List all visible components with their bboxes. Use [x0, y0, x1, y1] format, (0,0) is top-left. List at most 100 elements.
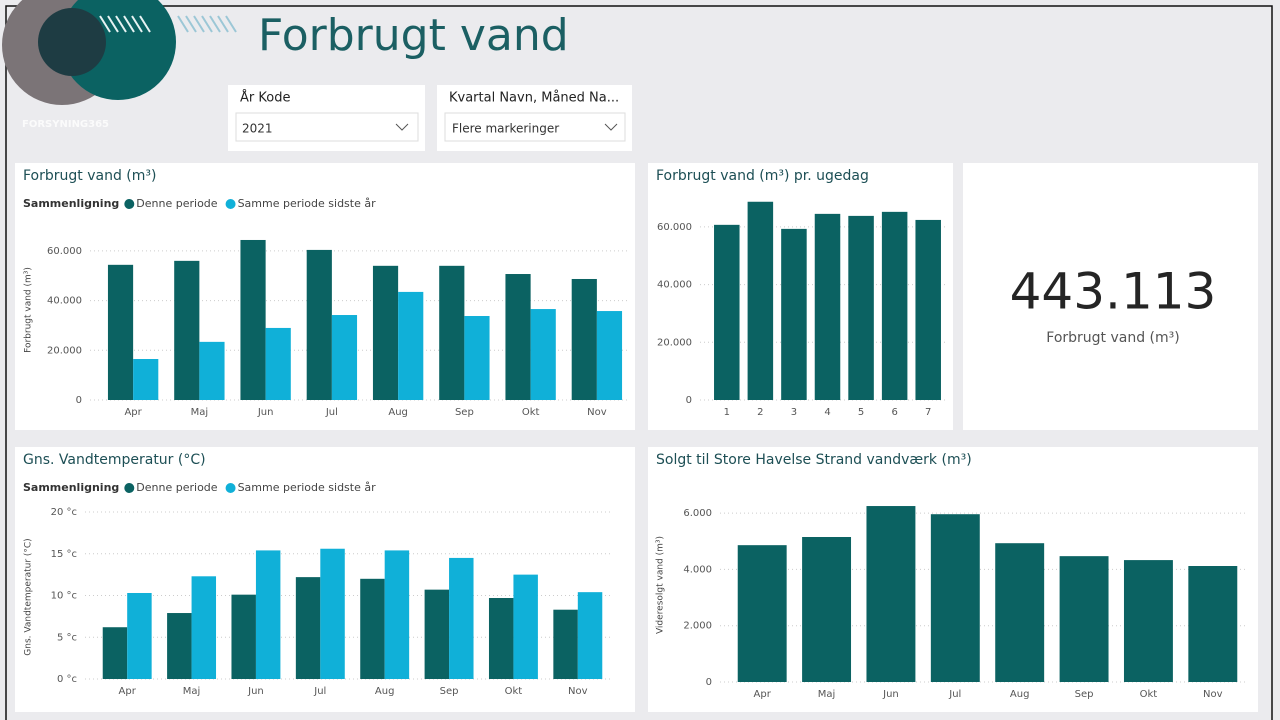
x-tick-label: Jul: [948, 689, 961, 700]
y-tick-label: 40.000: [47, 296, 82, 307]
x-tick-label: Jul: [313, 686, 326, 697]
bar: [747, 201, 774, 400]
legend-swatch: [124, 483, 135, 493]
bar: [133, 359, 159, 400]
y-axis-label: Forbrugt vand (m³): [24, 267, 34, 353]
y-axis-label: Gns. Vandtemperatur (°C): [24, 538, 34, 655]
bar: [231, 594, 256, 679]
bar: [107, 264, 134, 400]
bar: [505, 274, 531, 400]
y-tick-label: 0: [706, 677, 712, 688]
slicer[interactable]: År Kode 2021: [228, 85, 425, 151]
y-tick-label: 4.000: [683, 564, 712, 575]
legend-label: Samme periode sidste år: [238, 481, 377, 494]
bar: [513, 574, 538, 679]
bar: [781, 228, 807, 400]
y-tick-label: 0: [686, 395, 692, 406]
bar: [848, 215, 874, 400]
x-tick-label: Jun: [247, 686, 264, 697]
bar: [714, 224, 740, 400]
bar: [449, 557, 474, 679]
bar: [360, 578, 385, 679]
x-tick-label: 2: [757, 407, 763, 418]
slicer-value: 2021: [242, 122, 273, 136]
x-tick-label: Apr: [124, 407, 142, 418]
x-tick-label: Nov: [1203, 689, 1223, 700]
x-tick-label: Maj: [191, 407, 209, 418]
y-tick-label: 20 °c: [51, 507, 77, 518]
bar: [199, 341, 225, 400]
bar: [295, 577, 321, 679]
x-tick-label: Apr: [754, 689, 772, 700]
bar: [571, 278, 597, 400]
x-tick-label: Nov: [568, 686, 588, 697]
bar: [127, 592, 152, 679]
bar: [802, 537, 852, 682]
bar: [265, 327, 291, 400]
bar: [930, 514, 980, 682]
chevron: [604, 123, 618, 131]
dropdown[interactable]: [444, 112, 626, 142]
y-tick-label: 6.000: [683, 508, 712, 519]
chevron: [395, 123, 409, 131]
x-tick-label: 3: [791, 407, 797, 418]
bar: [191, 576, 217, 679]
y-tick-label: 40.000: [657, 280, 692, 291]
slicer-label: Kvartal Navn, Måned Na...: [449, 91, 619, 106]
y-tick-label: 60.000: [47, 246, 82, 257]
legend-title: Sammenligning: [23, 197, 119, 210]
x-tick-label: Sep: [440, 686, 459, 697]
bar: [167, 613, 192, 679]
y-tick-label: 15 °c: [51, 549, 77, 560]
x-tick-label: Sep: [1075, 689, 1094, 700]
legend-swatch: [225, 483, 236, 493]
legend-label: Denne periode: [136, 481, 217, 494]
bar: [240, 239, 266, 400]
slicer[interactable]: Kvartal Navn, Måned Na... Flere markerin…: [437, 85, 632, 151]
bar: [1059, 556, 1109, 682]
bar: [1188, 566, 1238, 682]
frame: [5, 5, 1273, 720]
bar: [255, 550, 281, 679]
chart-title: Forbrugt vand (m³) pr. ugedag: [656, 168, 869, 184]
slicer-value: Flere markeringer: [452, 122, 559, 136]
bar: [577, 592, 603, 679]
x-tick-label: 1: [724, 407, 730, 418]
x-tick-label: 5: [858, 407, 864, 418]
y-axis-label: Videresolgt vand (m³): [656, 536, 666, 634]
card-value: 443.113: [1010, 263, 1217, 321]
bar: [553, 609, 578, 679]
bar: [995, 543, 1045, 682]
page-title: Forbrugt vand: [258, 10, 569, 61]
x-tick-label: Aug: [388, 407, 408, 418]
bar: [814, 213, 841, 400]
bar: [866, 506, 916, 682]
bar: [881, 211, 908, 400]
x-tick-label: Apr: [119, 686, 137, 697]
x-tick-label: Maj: [183, 686, 201, 697]
bar: [384, 550, 410, 679]
logo-stripes: [99, 15, 151, 33]
card-label: Forbrugt vand (m³): [1046, 330, 1179, 346]
bar: [596, 311, 623, 400]
y-tick-label: 60.000: [657, 222, 692, 233]
card: [963, 163, 1258, 430]
y-tick-label: 2.000: [683, 621, 712, 632]
bar: [439, 265, 465, 400]
x-tick-label: Okt: [1140, 689, 1158, 700]
chart-title: Gns. Vandtemperatur (°C): [23, 452, 206, 468]
bar: [331, 315, 358, 400]
bar: [372, 265, 399, 400]
y-tick-label: 5 °c: [57, 632, 77, 643]
bar: [915, 219, 941, 400]
x-tick-label: 6: [891, 407, 897, 418]
y-tick-label: 10 °c: [51, 591, 77, 602]
logo: FORSYNING365: [2, 0, 237, 130]
dropdown[interactable]: [235, 112, 419, 142]
x-tick-label: Okt: [522, 407, 540, 418]
bar: [737, 545, 787, 682]
y-tick-label: 0: [76, 395, 82, 406]
x-tick-label: 7: [925, 407, 931, 418]
logo-stripes: [177, 15, 237, 33]
bar: [320, 548, 345, 679]
